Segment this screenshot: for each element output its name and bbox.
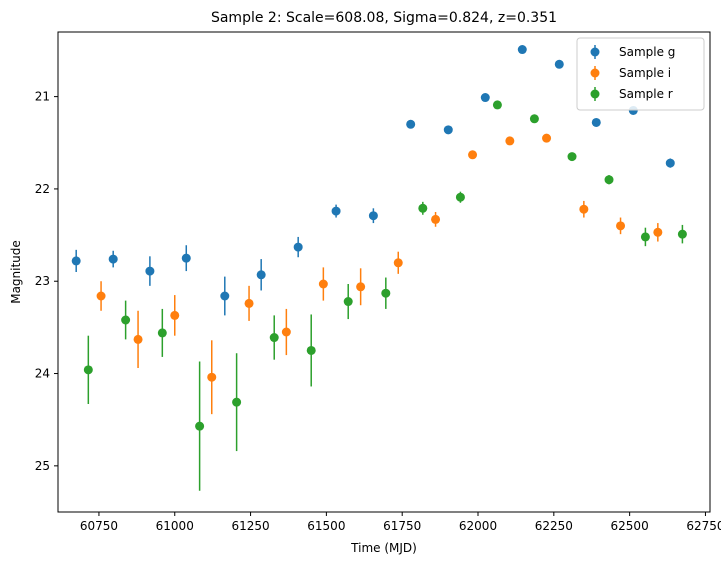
plot-frame — [57, 31, 711, 513]
data-point — [207, 372, 217, 382]
x-tick-label: 62500 — [611, 519, 649, 533]
x-tick-label: 62250 — [535, 519, 573, 533]
data-point — [542, 133, 552, 143]
data-point — [244, 298, 254, 308]
x-tick-label: 61000 — [156, 519, 194, 533]
data-point — [293, 242, 303, 252]
x-tick-label: 61250 — [231, 519, 269, 533]
legend-marker — [590, 89, 600, 99]
data-point — [604, 175, 614, 185]
data-point — [83, 365, 93, 375]
data-point — [517, 45, 527, 55]
legend-label: Sample i — [619, 66, 671, 80]
data-point — [318, 279, 328, 289]
data-point — [195, 421, 205, 431]
y-axis-label: Magnitude — [9, 240, 23, 304]
data-point — [145, 266, 155, 276]
data-point — [133, 334, 143, 344]
legend-box — [576, 37, 705, 111]
data-point — [443, 125, 453, 135]
data-point — [418, 203, 428, 213]
data-point — [331, 206, 341, 216]
data-point — [170, 310, 180, 320]
data-point — [653, 227, 663, 237]
legend-marker — [590, 47, 600, 57]
data-point — [505, 136, 515, 146]
y-tick-label: 23 — [35, 274, 50, 288]
data-point — [96, 291, 106, 301]
chart-title: Sample 2: Scale=608.08, Sigma=0.824, z=0… — [211, 10, 557, 26]
data-point — [281, 327, 291, 337]
y-tick-label: 24 — [35, 367, 50, 381]
series-sample-g — [71, 45, 675, 316]
legend-label: Sample r — [619, 87, 673, 101]
plot-area — [71, 45, 687, 491]
data-point — [431, 214, 441, 224]
data-point — [356, 282, 366, 292]
data-point — [455, 192, 465, 202]
data-point — [591, 117, 601, 127]
data-point — [468, 150, 478, 160]
data-point — [616, 221, 626, 231]
data-point — [343, 297, 353, 307]
data-point — [480, 93, 490, 103]
legend: Sample g Sample i Sample r — [576, 37, 705, 111]
y-tick-label: 25 — [35, 459, 50, 473]
x-tick-label: 61750 — [383, 519, 421, 533]
data-point — [554, 59, 564, 69]
data-point — [492, 100, 502, 110]
data-point — [256, 270, 266, 280]
x-tick-label: 60750 — [80, 519, 118, 533]
data-point — [368, 211, 378, 221]
data-point — [157, 328, 167, 338]
data-point — [269, 333, 279, 343]
data-point — [71, 256, 81, 266]
data-point — [220, 291, 230, 301]
data-point — [640, 232, 650, 242]
data-point — [406, 119, 416, 129]
data-point — [567, 152, 577, 162]
data-point — [677, 229, 687, 239]
data-point — [529, 114, 539, 124]
data-point — [665, 158, 675, 168]
data-point — [108, 254, 118, 264]
x-axis-label: Time (MJD) — [350, 541, 417, 555]
y-tick-label: 21 — [35, 90, 50, 104]
legend-label: Sample g — [619, 45, 675, 59]
series-sample-r — [83, 100, 687, 491]
data-point — [181, 253, 191, 263]
data-point — [393, 258, 403, 268]
legend-marker — [590, 68, 600, 78]
x-tick-label: 62000 — [459, 519, 497, 533]
x-tick-label: 61500 — [307, 519, 345, 533]
x-tick-label: 62750 — [686, 519, 721, 533]
data-point — [381, 288, 391, 298]
series-sample-i — [96, 133, 663, 415]
y-axis: 21 22 23 24 25 — [35, 90, 58, 473]
x-axis: 60750 61000 61250 61500 61750 62000 62250 62500… — [80, 512, 721, 533]
y-tick-label: 22 — [35, 182, 50, 196]
data-point — [121, 315, 131, 325]
data-point — [232, 397, 242, 407]
data-point — [579, 204, 589, 214]
data-point — [306, 345, 316, 355]
